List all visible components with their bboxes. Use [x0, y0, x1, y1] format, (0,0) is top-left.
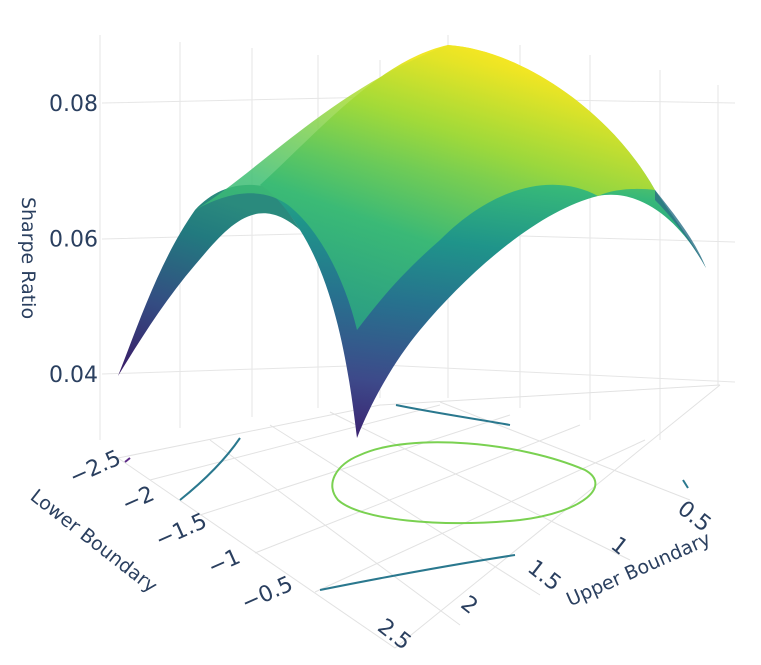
grid-line: [117, 384, 721, 459]
surface-shadow: [655, 190, 706, 268]
y-tick-label: −2: [118, 482, 158, 518]
surface-left-face: [118, 184, 300, 376]
y-tick-label: −1: [204, 545, 244, 581]
y-tick-label: −0.5: [238, 572, 297, 617]
contour-line: [331, 441, 597, 525]
grid-line: [101, 364, 736, 383]
grid-line: [149, 404, 441, 481]
y-tick-label: −1.5: [152, 509, 211, 554]
z-axis-title: Sharpe Ratio: [17, 197, 39, 319]
z-tick-label: 0.08: [49, 92, 98, 117]
y-tick-label: −2.5: [66, 446, 125, 491]
grid-line: [439, 401, 691, 501]
contour-line: [682, 479, 689, 489]
grid-line: [209, 439, 461, 626]
x-axis-title: Upper Boundary: [563, 528, 714, 611]
contour-line: [395, 404, 511, 426]
contour-line: [179, 437, 241, 501]
grid-line: [329, 411, 631, 561]
grid-line: [269, 424, 541, 596]
x-axis-ticks: 0.511.522.5: [373, 496, 716, 655]
surface-top-face: [195, 45, 655, 330]
grid-line: [314, 439, 646, 593]
z-tick-label: 0.06: [49, 228, 98, 253]
x-tick-label: 0.5: [673, 496, 716, 537]
contour-line: [319, 554, 516, 591]
grid-line: [199, 414, 511, 516]
contour-line: [124, 457, 131, 463]
x-tick-label: 1: [606, 532, 632, 560]
grid-line: [117, 384, 721, 649]
surface: [118, 45, 706, 438]
z-axis-ticks: 0.04 0.06 0.08: [49, 92, 98, 388]
x-tick-label: 2.5: [373, 614, 416, 655]
contour-projections: [124, 404, 689, 591]
y-axis-ticks: −2.5−2−1.5−1−0.5: [66, 446, 297, 617]
z-tick-label: 0.04: [49, 363, 98, 388]
x-tick-label: 1.5: [523, 555, 566, 596]
grid-line: [254, 424, 581, 554]
